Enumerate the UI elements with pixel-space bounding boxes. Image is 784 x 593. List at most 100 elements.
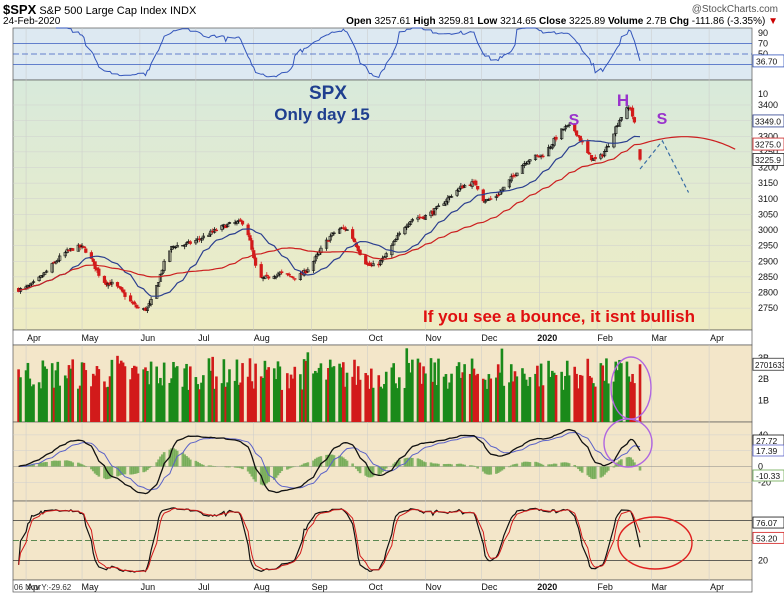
volume-bar	[159, 377, 162, 422]
candle-body	[601, 154, 605, 157]
candle-body	[280, 271, 284, 273]
candle-body	[58, 255, 62, 261]
volume-bar	[142, 369, 145, 422]
volume-bar	[435, 385, 438, 422]
macd-histogram-bar	[228, 466, 231, 468]
volume-bar	[293, 366, 297, 422]
volume-bar	[612, 381, 616, 422]
macd-histogram-bar	[103, 466, 106, 479]
macd-histogram-bar	[67, 460, 71, 467]
macd-histogram-bar	[233, 466, 237, 468]
candle-body	[421, 216, 426, 220]
candle-body	[416, 217, 420, 220]
volume-bar	[579, 374, 582, 422]
volume-bar	[254, 363, 257, 422]
macd-histogram-bar	[579, 466, 582, 472]
candle-body	[632, 117, 637, 123]
macd-histogram-bar	[330, 454, 334, 467]
macd-histogram-bar	[590, 466, 593, 479]
macd-histogram-bar	[552, 463, 556, 467]
volume-bar	[52, 387, 56, 422]
macd-histogram-bar	[620, 459, 623, 467]
volume-bar	[65, 378, 69, 422]
candle-body	[483, 201, 487, 203]
close-label: Close	[539, 16, 567, 27]
macd-histogram-bar	[77, 462, 80, 467]
macd-histogram-bar	[209, 465, 213, 467]
low-label: Low	[477, 16, 498, 27]
rsi-last-value: 36.70	[756, 56, 778, 66]
macd-histogram-bar	[224, 466, 228, 468]
volume-bar	[131, 367, 134, 422]
candle-body	[423, 214, 428, 220]
volume-bar	[338, 363, 341, 422]
volume-bar	[394, 383, 397, 422]
candle-body	[37, 276, 41, 281]
volume-bar	[603, 380, 606, 422]
candle-body	[625, 107, 629, 119]
macd-histogram-bar	[502, 466, 506, 470]
candle-body	[287, 273, 291, 276]
volume-bar	[17, 369, 20, 422]
volume-panel	[17, 348, 652, 422]
candle-body	[315, 253, 319, 257]
macd-histogram-bar	[181, 452, 185, 467]
macd-histogram-bar	[299, 465, 302, 467]
volume-bar	[248, 358, 252, 422]
macd-histogram-bar	[276, 466, 280, 476]
rsi-y-tick: 50	[758, 49, 768, 59]
candle-body	[537, 156, 541, 158]
macd-histogram-bar	[142, 466, 145, 473]
macd-histogram-bar	[91, 466, 95, 472]
macd-histogram-bar	[280, 466, 284, 472]
volume-bar	[377, 375, 381, 422]
warning-text: If you see a bounce, it isnt bullish	[423, 307, 695, 326]
volume-bar	[250, 381, 254, 422]
macd-value: -10.33	[756, 471, 780, 481]
volume-bar	[319, 363, 323, 422]
macd-histogram-bar	[157, 459, 160, 467]
macd-histogram-bar	[287, 466, 291, 469]
volume-bar	[629, 381, 633, 422]
macd-histogram-bar	[575, 466, 578, 468]
candle-body	[233, 222, 237, 224]
candle-body	[410, 219, 414, 222]
macd-histogram-bar	[483, 466, 487, 474]
macd-histogram-bar	[429, 462, 433, 467]
macd-histogram-bar	[54, 460, 58, 467]
volume-bar	[356, 366, 360, 422]
volume-bar	[93, 375, 97, 422]
macd-histogram-bar	[603, 466, 606, 475]
macd-histogram-bar	[448, 463, 451, 467]
volume-bar	[276, 361, 280, 422]
macd-histogram-bar	[629, 457, 633, 467]
volume-bar	[82, 362, 86, 422]
candle-body	[408, 220, 413, 225]
macd-histogram-bar	[562, 462, 565, 467]
macd-histogram-bar	[481, 466, 485, 472]
candle-body	[184, 242, 189, 245]
macd-line	[18, 428, 641, 495]
volume-bar	[549, 376, 552, 422]
volume-bar	[118, 363, 121, 422]
candle-body	[593, 157, 597, 160]
macd-histogram-bar	[638, 466, 642, 471]
volume-bar	[627, 376, 631, 422]
macd-histogram-bar	[121, 466, 125, 475]
macd-histogram-bar	[185, 456, 188, 467]
macd-histogram-bar	[536, 462, 539, 467]
projection-path	[639, 139, 690, 193]
candle-body	[214, 229, 219, 232]
price-y-tick: 3100	[758, 194, 778, 204]
candle-body	[599, 154, 603, 159]
candle-body	[31, 281, 36, 283]
candle-body	[240, 220, 245, 225]
macd-histogram-bar	[116, 466, 119, 477]
candle-body	[612, 133, 616, 148]
candle-body	[91, 258, 95, 262]
macd-histogram-bar	[409, 457, 412, 467]
rsi-panel	[13, 27, 752, 79]
candle-body	[56, 259, 60, 263]
macd-histogram-bar	[39, 462, 43, 467]
candle-body	[54, 261, 58, 264]
